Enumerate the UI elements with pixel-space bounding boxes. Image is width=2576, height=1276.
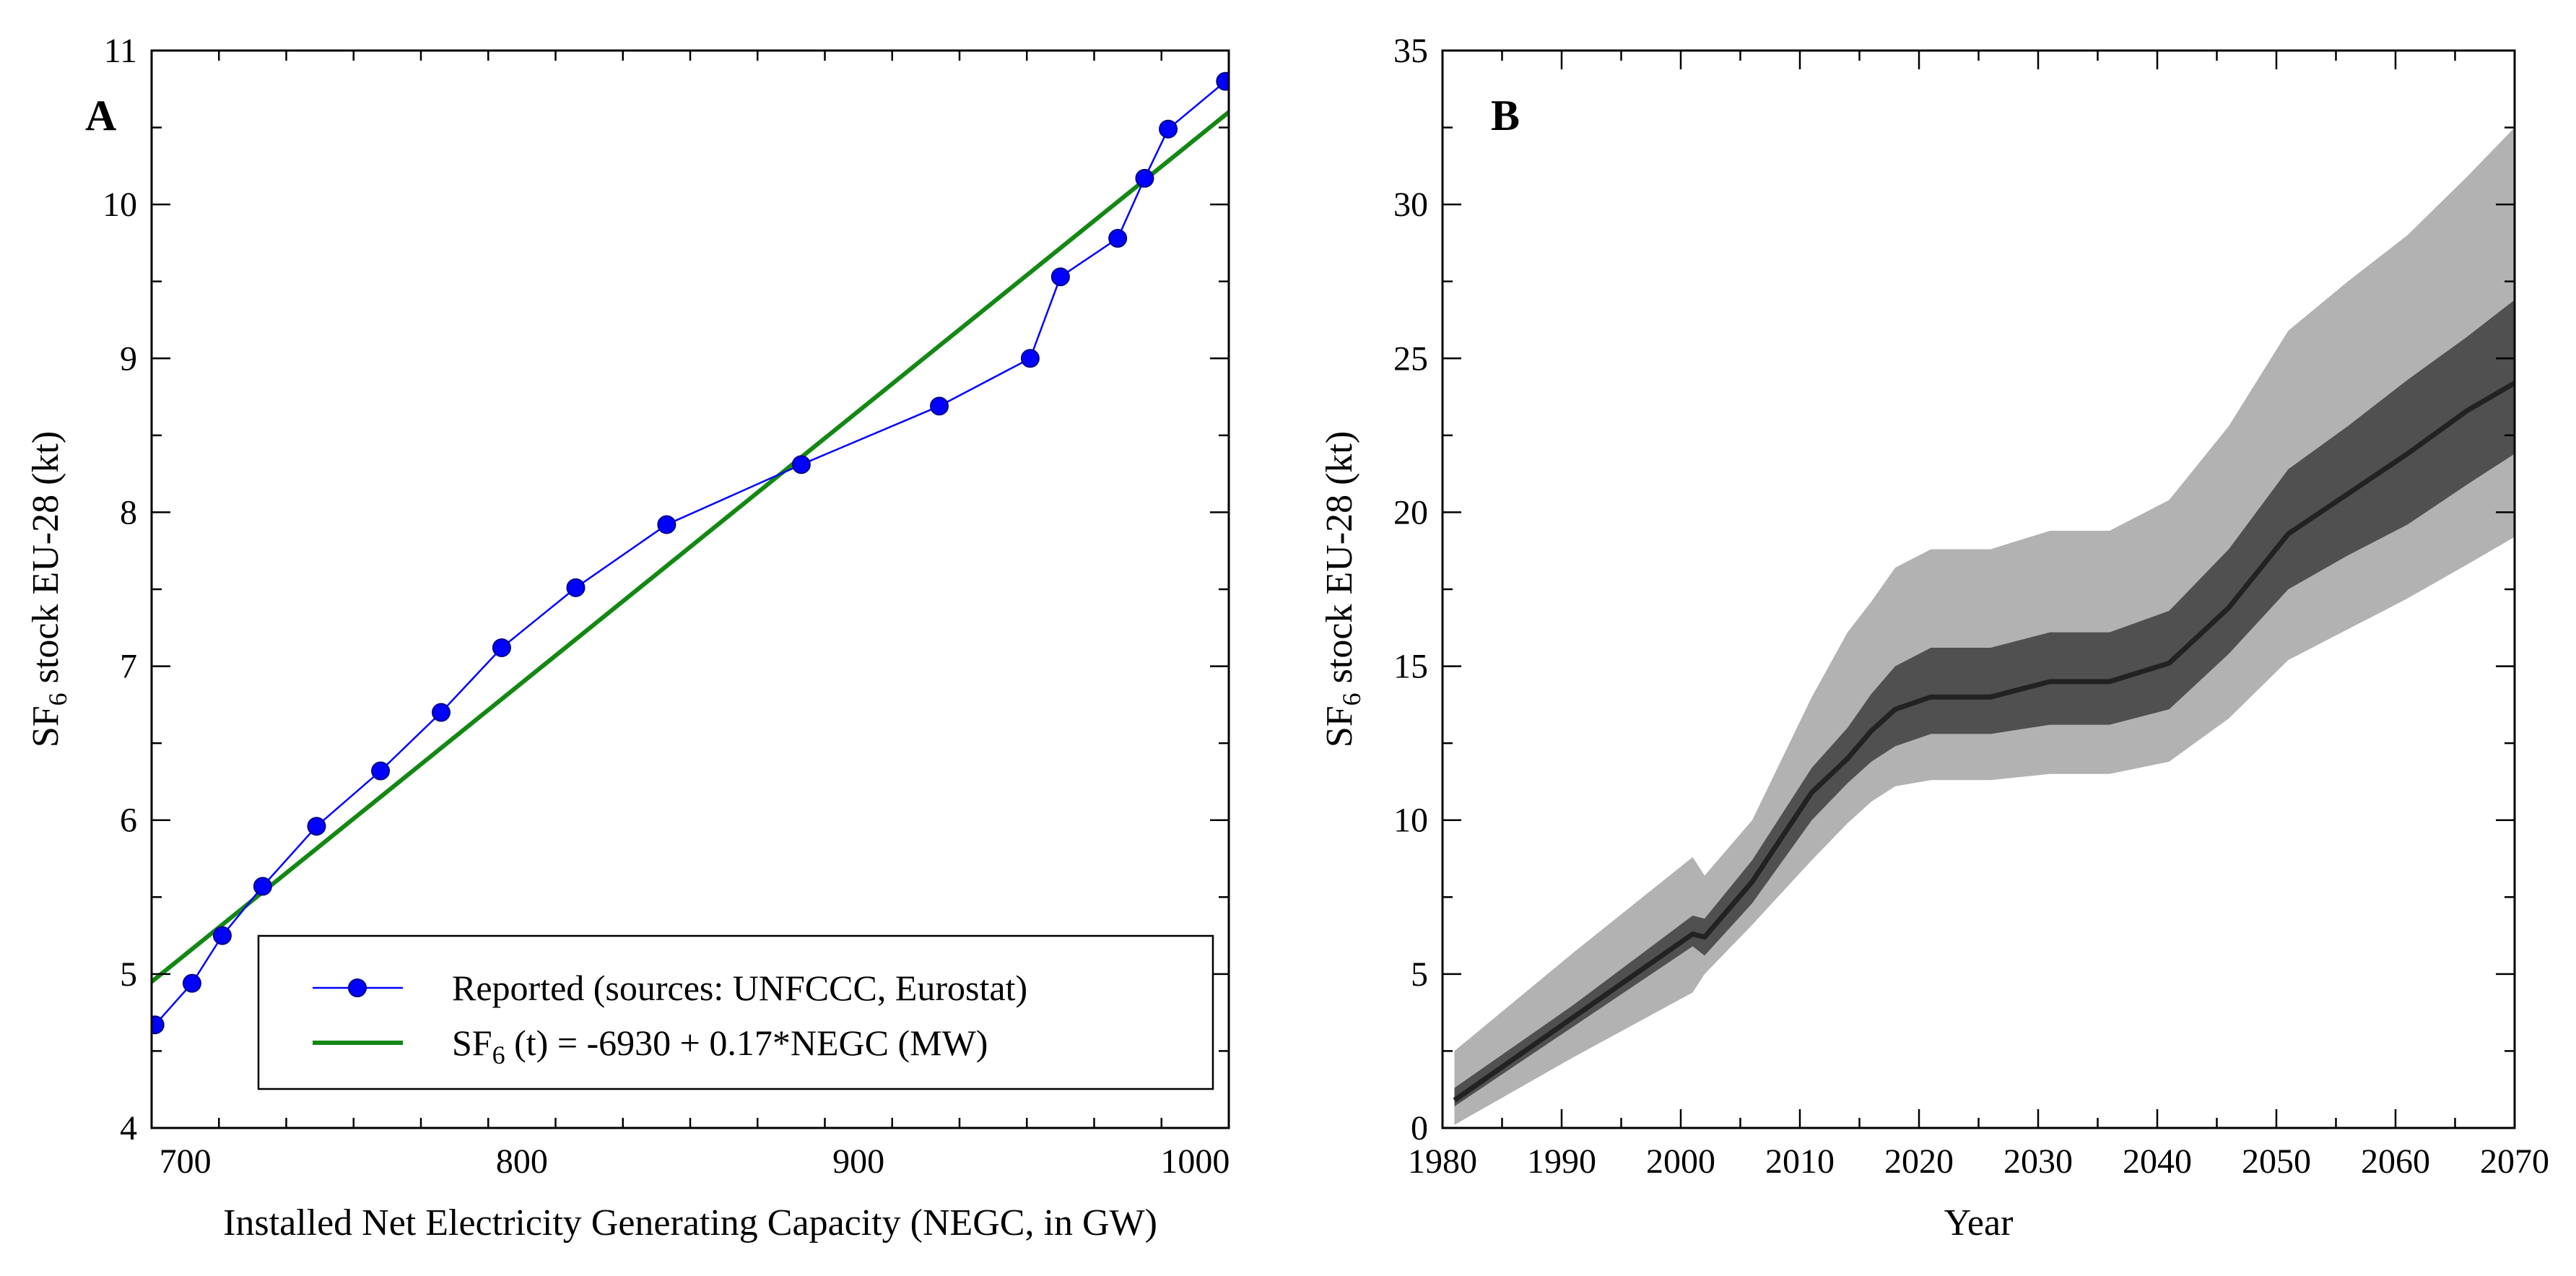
panel-a-y-axis-label: SF6 stock EU-28 (kt) [25,431,72,747]
panel-a-y-tick-label: 8 [120,493,137,531]
reported-series-line [154,80,1227,1026]
panel-a-y-tick-label: 10 [103,186,137,224]
reported-data-point [492,638,511,657]
panel-a-y-axis-label-subscript: 6 [43,693,72,706]
outer-uncertainty-band [1454,127,2515,1125]
panel-a-y-axis-label-prefix: SF [25,706,66,747]
legend-regression-label-suffix: (t) = -6930 + 0.17*NEGC (MW) [505,1023,988,1063]
panel-b-chart: 1980 1990 2000 2010 2020 2030 2040 2050 2060 2070… [1319,32,2549,1244]
panel-b-y-axis-label-subscript: 6 [1337,693,1366,706]
legend-regression-label-prefix: SF [452,1023,492,1063]
reported-data-point [253,877,272,896]
reported-data-point [307,817,326,836]
legend-reported-label: Reported (sources: UNFCCC, Eurostat) [452,968,1027,1008]
panel-b-x-tick-label: 1990 [1527,1142,1596,1181]
reported-data-point [182,973,201,993]
panel-b-x-tick-label: 2030 [2003,1142,2073,1181]
panel-a-x-tick-label: 900 [832,1142,884,1181]
panel-a-plot-frame [150,49,1230,1129]
panel-b-x-tick-label: 2000 [1646,1142,1715,1181]
panel-a-data-layer [152,71,1229,1035]
panel-a-y-tick-label: 7 [120,648,137,686]
reported-data-point [212,926,232,945]
panel-b-y-tick-label: 20 [1393,493,1428,531]
panel-a-chart: 700 800 900 1000 4 5 6 7 8 9 10 11 Installed Net Ele… [25,32,1230,1244]
panel-b-x-tick-label: 2060 [2361,1142,2430,1181]
panel-b-x-tick-label: 2010 [1765,1142,1835,1181]
panel-b-y-tick-label: 25 [1393,339,1428,378]
reported-data-point [1020,349,1040,368]
panel-b-y-axis-label-prefix: SF [1319,706,1360,747]
reported-data-point [930,396,949,416]
reported-data-point [1108,229,1128,248]
panel-a-x-tick-label: 800 [496,1142,548,1181]
panel-b-x-tick-label: 1980 [1408,1142,1477,1181]
reported-data-point [1135,168,1154,188]
panel-a-y-tick-label: 4 [120,1109,137,1147]
panel-b-panel-label: B [1491,92,1520,139]
panel-b-x-tick-label: 2050 [2242,1142,2311,1181]
panel-b-x-tick-label: 2070 [2480,1142,2549,1181]
panel-b-x-tick-label: 2040 [2123,1142,2192,1181]
panel-a-panel-label: A [85,92,116,139]
panel-b-x-tick-label: 2020 [1884,1142,1954,1181]
panel-a-y-tick-label: 5 [120,955,137,994]
regression-line [152,110,1229,984]
inner-uncertainty-band [1454,300,2515,1107]
reported-data-point [791,455,811,474]
panel-b-y-tick-label: 15 [1393,648,1428,686]
legend-box [257,934,1214,1090]
panel-a-x-tick-label: 1000 [1160,1142,1230,1181]
panel-b-y-tick-label: 0 [1411,1109,1428,1147]
reported-data-point [566,578,586,597]
reported-data-point [1050,267,1070,287]
panel-b-y-tick-label: 35 [1393,32,1428,70]
reported-data-point [152,1015,165,1035]
reported-data-point [657,515,676,534]
panel-a-x-axis-label: Installed Net Electricity Generating Cap… [223,1202,1157,1244]
panel-a-y-tick-label: 9 [120,339,137,378]
reported-data-point [371,761,391,781]
panel-a-y-tick-label: 11 [104,32,137,70]
median-line [1453,381,2515,1103]
panel-b-y-tick-label: 30 [1393,186,1428,224]
panel-b-y-tick-label: 10 [1393,802,1428,840]
panel-b-y-tick-label: 5 [1411,955,1428,994]
panel-a-y-tick-label: 6 [120,802,137,840]
reported-data-point [431,703,451,722]
panel-a-y-axis-label-suffix: stock EU-28 (kt) [25,431,66,693]
panel-a-x-tick-label: 700 [160,1142,212,1181]
reported-data-point [1216,71,1229,91]
panel-b-y-axis-label-suffix: stock EU-28 (kt) [1319,431,1360,693]
legend-reported-marker-swatch [348,978,367,997]
panel-b-data-layer [1453,127,2515,1125]
panel-b-y-axis-label: SF6 stock EU-28 (kt) [1319,431,1366,747]
panel-b-plot-frame [1441,49,2516,1129]
panel-b-x-axis-label: Year [1944,1202,2014,1244]
reported-data-point [1159,119,1178,139]
legend-regression-label: SF6 (t) = -6930 + 0.17*NEGC (MW) [452,1023,988,1069]
legend-regression-label-subscript: 6 [492,1041,505,1069]
